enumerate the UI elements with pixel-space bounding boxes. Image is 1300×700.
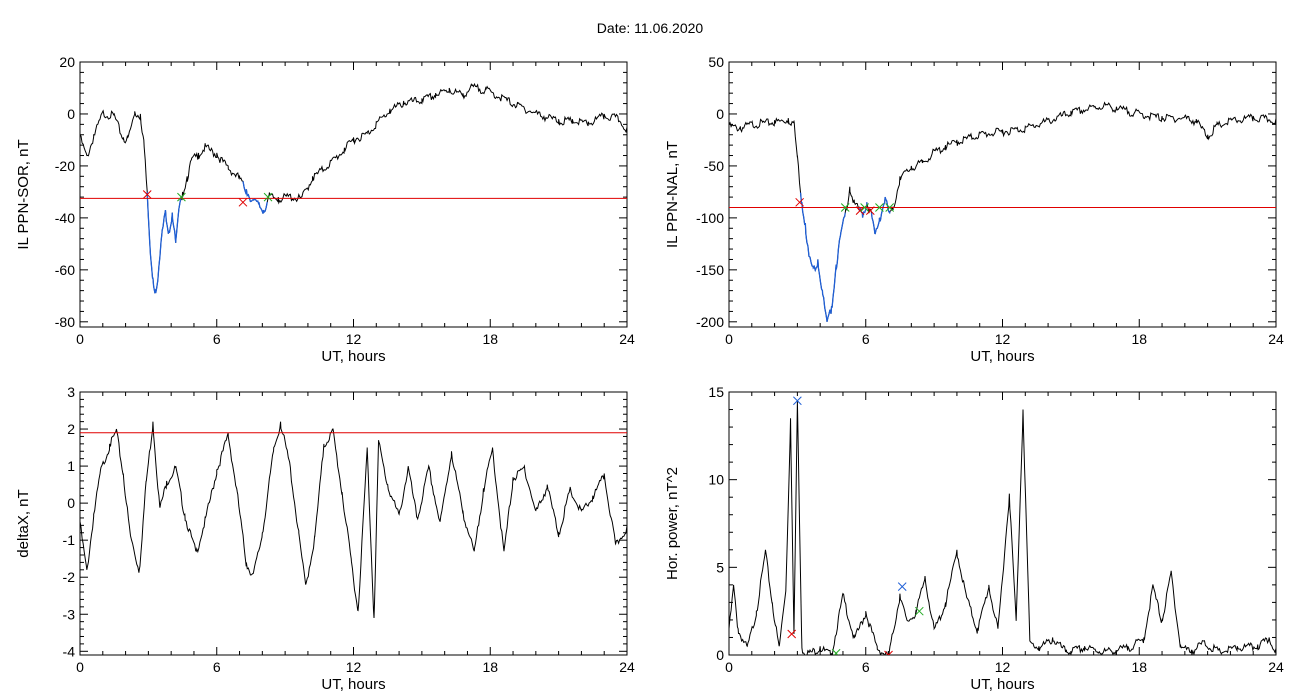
highlight-segment — [870, 196, 891, 235]
y-tick-label: -4 — [63, 643, 76, 659]
end-marker — [860, 203, 869, 212]
highlight-segment — [858, 202, 868, 218]
x-tick-label: 0 — [725, 331, 733, 347]
y-tick-label: 5 — [716, 559, 724, 575]
figure-date-title: Date: 11.06.2020 — [0, 20, 1300, 36]
plot-frame — [728, 61, 1277, 328]
plot-frame — [79, 391, 628, 656]
highlight-segment — [146, 191, 182, 295]
x-tick-label: 24 — [619, 331, 635, 347]
peak-marker — [793, 396, 802, 406]
start-marker — [884, 650, 893, 655]
y-tick-label: 50 — [708, 54, 724, 70]
y-tick-label: -100 — [696, 210, 724, 226]
y-tick-label: 3 — [67, 384, 75, 400]
x-tick-label: 0 — [76, 659, 84, 675]
start-marker — [855, 206, 865, 215]
y-tick-label: 0 — [67, 106, 75, 122]
series-trace — [729, 101, 1276, 322]
x-tick-label: 6 — [862, 331, 870, 347]
x-axis-label: UT, hours — [321, 676, 385, 693]
chart-panel-power: 0 6 12 18 24 15 10 5 0 UT, hours Hor. power, nT^2 — [664, 384, 1284, 693]
y-axis-label: Hor. power, nT^2 — [664, 467, 681, 580]
x-tick-label: 24 — [1268, 659, 1284, 675]
end-marker — [840, 203, 850, 212]
x-tick-label: 6 — [213, 331, 221, 347]
end-marker — [885, 203, 895, 212]
end-marker — [263, 192, 273, 202]
y-tick-label: -50 — [704, 158, 724, 174]
start-marker — [238, 197, 248, 207]
y-tick-label: 15 — [708, 384, 724, 400]
series-trace — [729, 400, 1276, 655]
x-tick-label: 24 — [619, 659, 635, 675]
date-label: Date: — [596, 20, 631, 36]
x-tick-label: 0 — [76, 331, 84, 347]
y-tick-label: 0 — [67, 495, 75, 511]
y-axis-label: deltaX, nT — [15, 489, 32, 557]
x-tick-label: 6 — [213, 659, 221, 675]
x-tick-label: 12 — [346, 659, 362, 675]
y-tick-label: -150 — [696, 262, 724, 278]
y-tick-label: 0 — [716, 106, 724, 122]
x-tick-label: 18 — [1131, 331, 1147, 347]
x-tick-label: 18 — [482, 659, 498, 675]
start-marker — [865, 206, 875, 215]
x-tick-label: 12 — [346, 331, 362, 347]
y-tick-label: -40 — [55, 210, 75, 226]
start-marker — [787, 629, 797, 639]
y-tick-label: 10 — [708, 472, 724, 488]
y-tick-label: 2 — [67, 421, 75, 437]
highlight-segment — [799, 192, 846, 322]
y-axis-label: IL PPN-SOR, nT — [15, 139, 32, 249]
x-axis-label: UT, hours — [970, 348, 1034, 365]
y-tick-label: -3 — [63, 606, 76, 622]
x-tick-label: 6 — [862, 659, 870, 675]
x-tick-label: 24 — [1268, 331, 1284, 347]
chart-panel-sor: 0 6 12 18 24 20 0 -20 -40 -60 -80 UT, hours IL PPN-S… — [15, 54, 635, 365]
plot-area — [80, 82, 627, 295]
y-tick-label: -60 — [55, 262, 75, 278]
y-tick-label: 20 — [59, 54, 75, 70]
x-tick-label: 18 — [1131, 659, 1147, 675]
y-axis-label: IL PPN-NAL, nT — [664, 141, 681, 248]
end-marker — [875, 203, 884, 212]
start-marker — [795, 197, 805, 207]
series-trace — [80, 82, 627, 294]
plot-frame — [728, 391, 1277, 656]
end-marker — [831, 648, 841, 655]
x-tick-label: 12 — [995, 659, 1011, 675]
y-tick-label: 1 — [67, 458, 75, 474]
y-tick-label: -2 — [63, 569, 76, 585]
y-tick-label: -1 — [63, 532, 76, 548]
x-tick-label: 0 — [725, 659, 733, 675]
plot-frame — [79, 61, 628, 328]
plot-area — [729, 396, 1276, 655]
x-axis-label: UT, hours — [321, 348, 385, 365]
x-tick-label: 18 — [482, 331, 498, 347]
x-axis-label: UT, hours — [970, 676, 1034, 693]
plot-area — [729, 101, 1276, 322]
peak-marker — [897, 582, 907, 591]
highlight-segment — [242, 181, 268, 214]
date-value: 11.06.2020 — [634, 20, 704, 36]
start-marker — [142, 190, 152, 199]
series-trace — [80, 421, 627, 618]
x-tick-label: 12 — [995, 331, 1011, 347]
y-tick-label: -200 — [696, 314, 724, 330]
chart-panel-deltax: 0 6 12 18 24 3 2 1 0 -1 -2 -3 -4 UT, hours deltaX, nT — [15, 384, 635, 693]
end-marker — [177, 192, 186, 202]
end-marker — [914, 606, 924, 616]
chart-panel-nal: 0 6 12 18 24 50 0 -50 -100 -150 -200 UT, hours IL PP… — [664, 54, 1284, 365]
y-tick-label: -80 — [55, 314, 75, 330]
y-tick-label: -20 — [55, 158, 75, 174]
plot-area — [80, 421, 627, 618]
y-tick-label: 0 — [716, 647, 724, 663]
